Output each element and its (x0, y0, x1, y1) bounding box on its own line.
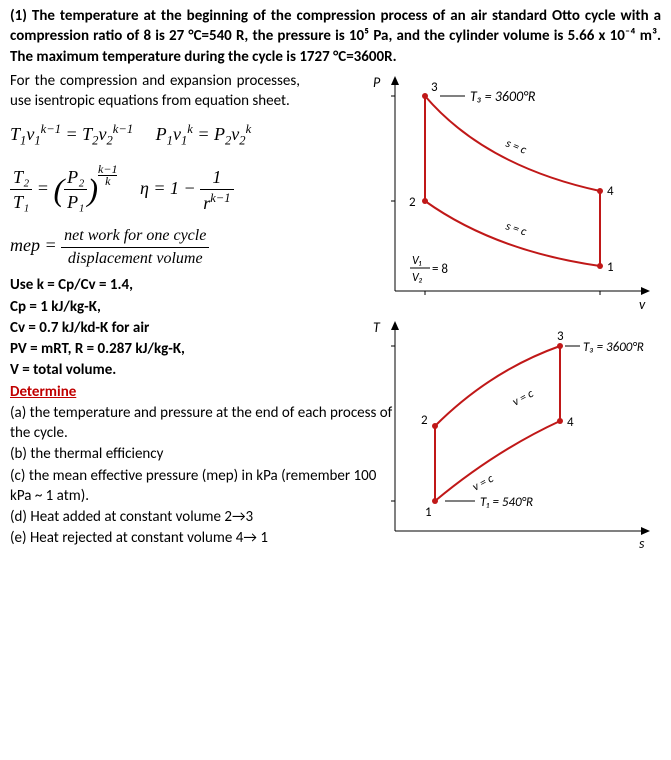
sc-lower-label: s = c (504, 219, 528, 239)
ts-t1-label: T₁ = 540°R (480, 495, 533, 510)
right-column: s = c s = c P v 3 2 4 1 T₃ = 3600°R V₁ V… (365, 71, 655, 556)
ts-x-axis-label: s (639, 535, 645, 552)
left-column: For the compression and expansion proces… (10, 71, 365, 556)
mep-equation: mep = net work for one cycle displacemen… (10, 225, 359, 269)
question-parts: (a) the temperature and pressure at the … (10, 403, 400, 549)
determine-heading: Determine (10, 382, 359, 402)
ts-y-axis-label: T (373, 319, 381, 336)
sc-upper-label: s = c (504, 136, 529, 157)
constant-cv: Cv = 0.7 kJ/kd-K for air (10, 318, 359, 338)
ts-point-3: 3 (557, 329, 564, 344)
ts-t3-label: T₃ = 3600°R (583, 340, 644, 355)
p-ratio: P₂ P₁ (64, 165, 87, 215)
pv-point-1: 1 (607, 260, 614, 275)
t-ratio: T₂ T₁ (10, 165, 32, 215)
vc-upper-label: v = c (510, 387, 536, 410)
pv-y-axis-label: P (373, 74, 381, 91)
constant-v: V = total volume. (10, 360, 359, 380)
constant-k: Use k = Cp/Cv = 1.4, (10, 275, 359, 295)
constant-pv: PV = mRT, R = 0.287 kJ/kg-K, (10, 339, 359, 359)
pv-ratio-num: V₁ (412, 254, 422, 268)
part-a: (a) the temperature and pressure at the … (10, 403, 400, 444)
tp-ratio-and-eta-equations: T₂ T₁ = ( P₂ P₁ )k−1k η = 1 − 1 rk−1 (10, 164, 359, 215)
pv-point-2: 2 (409, 195, 416, 210)
pv-point-3: 3 (431, 80, 438, 95)
ts-point-4: 4 (567, 415, 574, 430)
pv-x-axis-label: v (639, 296, 646, 313)
pv-t3-label: T₃ = 3600°R (470, 88, 536, 105)
part-d: (d) Heat added at constant volume 2→3 (10, 507, 400, 527)
constant-cp: Cp = 1 kJ/kg-K, (10, 297, 359, 317)
ts-point-2: 2 (421, 413, 428, 428)
pv-ratio-den: V₂ (412, 271, 423, 285)
vc-lower-label: v = c (470, 472, 496, 495)
part-b: (b) the thermal efficiency (10, 444, 400, 464)
isentropic-tv-pv-equations: T1v1k−1 = T2v2k−1 P1v1k = P2v2k (10, 121, 359, 150)
ts-diagram: v = c v = c T s 2 1 3 4 T₃ = 3600°R T₁ =… (365, 316, 655, 556)
instruction-paragraph: For the compression and expansion proces… (10, 71, 300, 112)
part-e: (e) Heat rejected at constant volume 4→ … (10, 528, 400, 548)
part-c: (c) the mean effective pressure (mep) in… (10, 466, 400, 507)
eq-pv: P1v1k = P2v2k (156, 124, 252, 144)
eq-tv: T1v1k−1 = T2v2k−1 (10, 124, 138, 144)
pv-point-4: 4 (607, 184, 614, 199)
ts-point-1: 1 (425, 505, 432, 520)
eta-equation: η = 1 − 1 rk−1 (140, 178, 234, 198)
pv-ratio-val: = 8 (432, 262, 448, 277)
constants-block: Use k = Cp/Cv = 1.4, Cp = 1 kJ/kg-K, Cv … (10, 275, 359, 380)
problem-statement: (1) The temperature at the beginning of … (10, 6, 661, 67)
pv-diagram: s = c s = c P v 3 2 4 1 T₃ = 3600°R V₁ V… (365, 71, 655, 316)
